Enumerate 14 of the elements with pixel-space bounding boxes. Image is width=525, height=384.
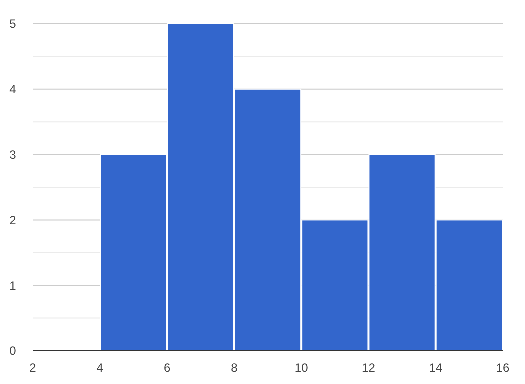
x-tick-label: 10 bbox=[294, 361, 309, 376]
x-tick-label: 12 bbox=[362, 361, 376, 376]
x-tick-label: 2 bbox=[30, 361, 37, 376]
y-tick-label: 1 bbox=[10, 278, 17, 293]
y-tick-label: 5 bbox=[10, 17, 17, 32]
x-tick-label: 6 bbox=[164, 361, 171, 376]
x-tick-label: 14 bbox=[429, 361, 443, 376]
y-tick-label: 3 bbox=[10, 148, 17, 162]
y-tick-label: 4 bbox=[10, 82, 17, 97]
y-tick-label: 0 bbox=[10, 344, 17, 358]
x-tick-label: 4 bbox=[96, 361, 104, 376]
y-tick-label: 2 bbox=[10, 213, 17, 228]
x-tick-label: 16 bbox=[496, 361, 510, 376]
x-tick-label: 8 bbox=[231, 361, 238, 376]
